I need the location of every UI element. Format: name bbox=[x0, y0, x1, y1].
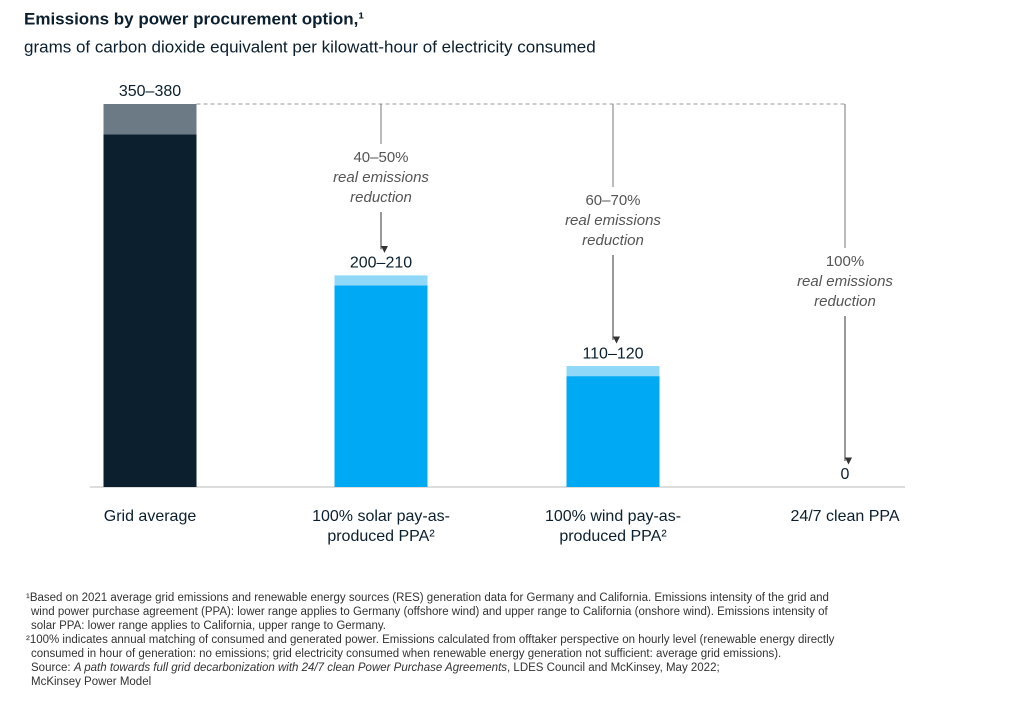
x-tick-label: Grid average bbox=[103, 508, 197, 525]
bar-segment bbox=[566, 376, 660, 487]
footnote: ¹Based on 2021 average grid emissions an… bbox=[26, 592, 829, 604]
footnote: consumed in hour of generation: no emiss… bbox=[31, 648, 782, 660]
source: Source: A path towards full grid decarbo… bbox=[31, 662, 720, 674]
footnote: solar PPA: lower range applies to Califo… bbox=[31, 620, 386, 632]
annotation-note: reduction bbox=[582, 232, 644, 249]
annotation-label: 100% bbox=[826, 253, 864, 270]
value-label: 200–210 bbox=[350, 255, 412, 272]
bar-segment bbox=[566, 366, 660, 377]
footnote: wind power purchase agreement (PPA): low… bbox=[31, 606, 828, 618]
annotation-note: reduction bbox=[814, 293, 876, 310]
annotation-label: 60–70% bbox=[585, 192, 640, 209]
value-label: 350–380 bbox=[119, 83, 181, 100]
source-part: A path towards full grid decarbonization… bbox=[73, 662, 508, 674]
annotation-note: real emissions bbox=[797, 273, 893, 290]
value-label: 110–120 bbox=[582, 345, 643, 362]
footnote: ²100% indicates annual matching of consu… bbox=[26, 634, 835, 646]
annotation-note: real emissions bbox=[333, 169, 429, 186]
annotation-note: real emissions bbox=[565, 212, 661, 229]
source: McKinsey Power Model bbox=[31, 676, 152, 688]
bar-segment bbox=[334, 275, 428, 286]
x-tick-label: 24/7 clean PPA bbox=[790, 508, 900, 525]
chart-subtitle: grams of carbon dioxide equivalent per k… bbox=[24, 37, 596, 56]
bar-segment bbox=[103, 104, 197, 135]
x-tick-label: 100% wind pay-as-produced PPA² bbox=[544, 508, 682, 545]
value-label: 0 bbox=[841, 466, 850, 483]
chart-title: Emissions by power procurement option,¹ bbox=[24, 9, 364, 28]
source-part: , LDES Council and McKinsey, May 2022; bbox=[507, 662, 720, 674]
bar-segment bbox=[103, 134, 197, 487]
annotation-label: 40–50% bbox=[353, 149, 408, 166]
annotation-note: reduction bbox=[350, 189, 412, 206]
x-tick-label: 100% solar pay-as-produced PPA² bbox=[312, 508, 450, 545]
source-part: Source: bbox=[31, 662, 74, 674]
bar-segment bbox=[334, 285, 428, 487]
